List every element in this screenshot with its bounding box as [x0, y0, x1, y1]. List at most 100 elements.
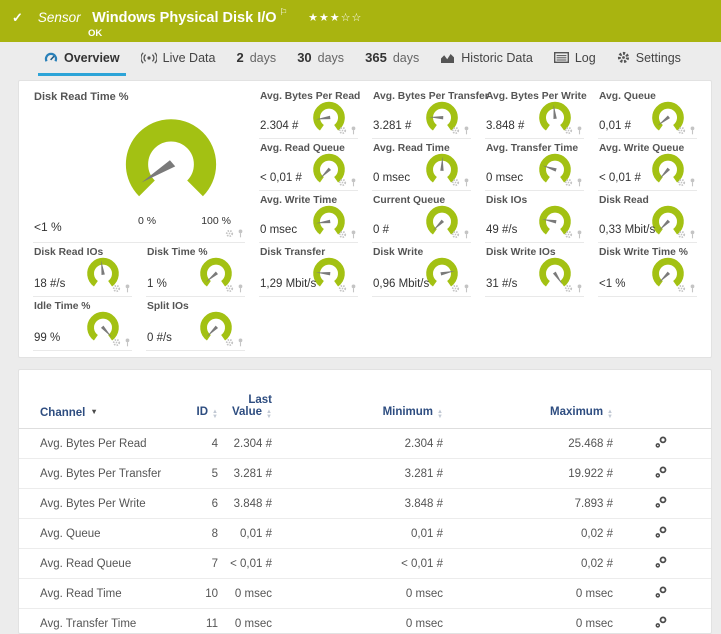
min-cell: 0,01 #: [278, 518, 449, 549]
tab-live-data[interactable]: Live Data: [135, 42, 222, 76]
edit-channel-icon[interactable]: [655, 526, 667, 538]
edit-channel-button[interactable]: [655, 586, 667, 598]
gauge-cell: Avg. Read Queue < 0,01 #: [259, 139, 358, 191]
min-cell: < 0,01 #: [278, 548, 449, 579]
gauge-pin-icon[interactable]: [124, 338, 131, 347]
gauge-cell: Disk Write IOs 31 #/s: [485, 243, 584, 297]
gauge-value: 3.281 #: [373, 120, 412, 132]
edit-channel-button[interactable]: [655, 526, 667, 538]
gauge-value: 0,33 Mbit/s: [599, 224, 656, 236]
gauge-settings-icon[interactable]: [451, 230, 460, 239]
gauge-settings-icon[interactable]: [338, 284, 347, 293]
gauge-label: Disk Write Time %: [599, 247, 688, 258]
edit-channel-button[interactable]: [655, 466, 667, 478]
gauge-pin-icon[interactable]: [689, 230, 696, 239]
gauge-pin-icon[interactable]: [237, 284, 244, 293]
tab-log[interactable]: Log: [548, 42, 602, 76]
sensor-header: ✓ Sensor Windows Physical Disk I/O ⚐ ★★★☆☆…: [0, 0, 721, 42]
edit-channel-button[interactable]: [655, 616, 667, 628]
sensor-title-row: ✓ Sensor Windows Physical Disk I/O ⚐ ★★★☆☆: [0, 0, 721, 27]
gauge-pin-icon[interactable]: [689, 284, 696, 293]
gauge-dial: [87, 311, 119, 341]
column-header-maximum[interactable]: Maximum ▲ ▼: [449, 370, 619, 429]
tab-historic-data[interactable]: Historic Data: [434, 42, 539, 76]
gauge-cell: Disk IOs 49 #/s: [485, 191, 584, 243]
edit-channel-icon[interactable]: [655, 616, 667, 628]
gauge-pin-icon[interactable]: [463, 230, 470, 239]
column-header-last-value[interactable]: Last Value ▲ ▼: [224, 370, 278, 429]
gauge-settings-icon[interactable]: [338, 230, 347, 239]
gauge-settings-icon[interactable]: [338, 178, 347, 187]
edit-channel-button[interactable]: [655, 496, 667, 508]
gauge-pin-icon[interactable]: [237, 229, 244, 238]
edit-channel-icon[interactable]: [655, 586, 667, 598]
gauge-cell: Current Queue 0 #: [372, 191, 471, 243]
gauge-settings-icon[interactable]: [564, 126, 573, 135]
gear-icon: [617, 51, 630, 64]
gauge-pin-icon[interactable]: [237, 338, 244, 347]
channel-cell: Avg. Read Queue: [19, 548, 169, 579]
channel-cell: Avg. Bytes Per Read: [19, 428, 169, 459]
gauge-settings-icon[interactable]: [225, 229, 234, 238]
gauge-pin-icon[interactable]: [576, 284, 583, 293]
gauge-settings-icon[interactable]: [677, 178, 686, 187]
gauge-pin-icon[interactable]: [576, 178, 583, 187]
gauge-settings-icon[interactable]: [564, 230, 573, 239]
channel-table: Channel ▼ ID ▲ ▼ Last Value ▲ ▼ Minimum ▲ ▼ Maximum…: [19, 370, 711, 633]
gauge-pin-icon[interactable]: [463, 178, 470, 187]
gauge-max-label: 100 %: [201, 215, 231, 227]
gauge-label: Avg. Write Time: [260, 195, 338, 206]
gauge-pin-icon[interactable]: [350, 178, 357, 187]
gauge-settings-icon[interactable]: [451, 178, 460, 187]
edit-channel-button[interactable]: [655, 556, 667, 568]
gauge-pin-icon[interactable]: [463, 126, 470, 135]
gauge-label: Avg. Bytes Per Write: [486, 91, 587, 102]
gauge-settings-icon[interactable]: [677, 126, 686, 135]
edit-channel-icon[interactable]: [655, 496, 667, 508]
gauge-pin-icon[interactable]: [463, 284, 470, 293]
gauge-settings-icon[interactable]: [451, 126, 460, 135]
gauge-pin-icon[interactable]: [689, 126, 696, 135]
edit-channel-button[interactable]: [655, 436, 667, 448]
gauge-pin-icon[interactable]: [350, 230, 357, 239]
gauge-settings-icon[interactable]: [677, 284, 686, 293]
gauge-settings-icon[interactable]: [564, 178, 573, 187]
column-header-minimum[interactable]: Minimum ▲ ▼: [278, 370, 449, 429]
priority-stars[interactable]: ★★★☆☆: [308, 12, 363, 24]
gauge-pin-icon[interactable]: [576, 126, 583, 135]
max-cell: 25.468 #: [449, 428, 619, 459]
tab-30-days[interactable]: 30 days: [291, 42, 350, 76]
max-cell: 0,02 #: [449, 518, 619, 549]
gauge-pin-icon[interactable]: [689, 178, 696, 187]
column-header-channel[interactable]: Channel ▼: [19, 370, 169, 429]
flag-icon[interactable]: ⚐: [279, 7, 288, 17]
gauge-label: Disk Write: [373, 247, 424, 258]
gauge-settings-icon[interactable]: [677, 230, 686, 239]
gauge-pin-icon[interactable]: [576, 230, 583, 239]
tab-overview[interactable]: Overview: [38, 42, 126, 76]
tab-label: days: [249, 50, 277, 65]
tab-2-days[interactable]: 2 days: [231, 42, 283, 76]
gauge-settings-icon[interactable]: [225, 338, 234, 347]
max-cell: 0 msec: [449, 578, 619, 609]
gauge-value: 18 #/s: [34, 278, 66, 290]
gauge-settings-icon[interactable]: [225, 284, 234, 293]
tab-365-days[interactable]: 365 days: [359, 42, 425, 76]
gauge-pin-icon[interactable]: [350, 284, 357, 293]
tab-label: Overview: [64, 50, 120, 65]
tab-settings[interactable]: Settings: [611, 42, 687, 76]
gauge-settings-icon[interactable]: [112, 338, 121, 347]
edit-channel-icon[interactable]: [655, 556, 667, 568]
tab-bar: Overview Live Data 2 days 30 days 365 days Histo…: [0, 42, 721, 76]
column-header-id[interactable]: ID ▲ ▼: [169, 370, 224, 429]
gauge-settings-icon[interactable]: [451, 284, 460, 293]
gauge-settings-icon[interactable]: [338, 126, 347, 135]
gauge-pin-icon[interactable]: [124, 284, 131, 293]
gauge-settings-icon[interactable]: [564, 284, 573, 293]
edit-channel-icon[interactable]: [655, 466, 667, 478]
gauge-cell-icons: [225, 229, 244, 238]
gauge-settings-icon[interactable]: [112, 284, 121, 293]
gauge-pin-icon[interactable]: [350, 126, 357, 135]
sort-arrows-icon: ▲ ▼: [437, 409, 443, 420]
edit-channel-icon[interactable]: [655, 436, 667, 448]
